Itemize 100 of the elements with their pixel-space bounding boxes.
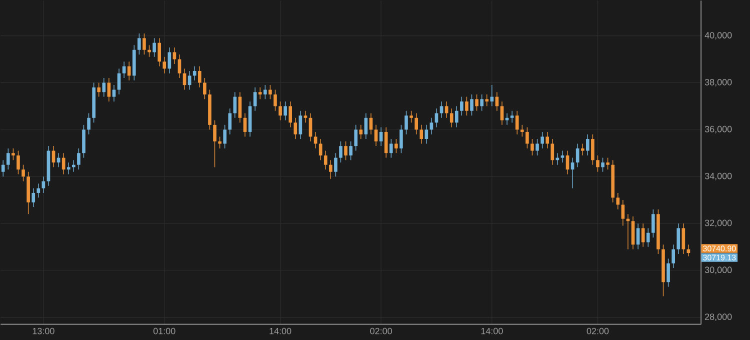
candlestick: [434, 108, 438, 128]
candlestick: [344, 140, 348, 160]
candlestick: [526, 126, 529, 149]
candlestick: [218, 136, 222, 149]
candlestick: [652, 208, 655, 238]
candlestick: [158, 38, 161, 66]
y-tick-label: 38,000: [704, 78, 732, 86]
candlestick: [414, 112, 418, 135]
candlestick: [339, 140, 342, 163]
candlestick: [142, 32, 146, 55]
candlestick: [36, 183, 40, 198]
candlestick: [1, 160, 5, 177]
candlestick: [606, 157, 610, 170]
y-tick-label: 34,000: [704, 172, 732, 180]
candlestick: [379, 126, 383, 146]
candlestick: [601, 157, 604, 172]
candlestick: [192, 66, 196, 81]
candlestick: [394, 138, 398, 154]
candlestick: [389, 138, 393, 158]
x-tick-label: 02:00: [586, 328, 609, 334]
candlestick: [616, 192, 620, 210]
candlestick: [66, 162, 70, 174]
candlestick: [62, 152, 66, 174]
candlestick: [520, 124, 524, 137]
candlestick: [354, 124, 358, 151]
candlestick: [77, 148, 80, 170]
x-tick-label: 14:00: [270, 328, 292, 334]
candlestick: [168, 47, 172, 74]
candlestick: [263, 84, 267, 100]
candlestick: [304, 110, 308, 123]
candlestick: [107, 78, 111, 102]
candlestick: [672, 244, 675, 268]
candlestick: [178, 54, 182, 78]
candlestick: [223, 124, 227, 149]
candlestick: [6, 148, 10, 170]
candlestick: [152, 38, 156, 58]
candlestick: [404, 110, 408, 135]
candlestick: [596, 154, 600, 172]
candlestick: [359, 124, 363, 140]
candlestick: [586, 134, 590, 156]
candlestick: [465, 96, 468, 116]
candlestick: [72, 160, 76, 172]
y-tick-label: 40,000: [704, 32, 732, 40]
candlestick: [238, 92, 242, 123]
candlestick: [138, 32, 141, 55]
candlestick: [203, 78, 206, 100]
candlestick: [213, 120, 216, 168]
candlestick: [454, 106, 458, 128]
candlestick: [636, 222, 640, 250]
candlestick: [294, 117, 298, 140]
candlestick: [631, 216, 635, 250]
x-tick-label: 14:00: [481, 328, 503, 334]
candlestick: [646, 228, 650, 248]
candlestick: [52, 146, 56, 168]
y-tick-label: 30,000: [704, 266, 732, 274]
candlestick: [374, 124, 378, 146]
candlestick: [460, 96, 464, 116]
candlestick: [253, 86, 257, 112]
candlestick: [288, 100, 292, 128]
y-tick-label: 28,000: [705, 313, 732, 321]
candlestick: [576, 143, 580, 168]
candlestick: [274, 89, 277, 112]
candlestick: [12, 148, 15, 160]
candlestick: [318, 138, 322, 160]
candlestick: [540, 131, 544, 149]
candlestick: [22, 164, 25, 182]
candlestick: [349, 140, 352, 160]
candlestick: [82, 124, 86, 158]
candlestick: [500, 100, 504, 126]
candlestick: [42, 176, 46, 194]
candlestick: [530, 138, 534, 156]
candlestick: [410, 110, 413, 123]
candlestick: [188, 70, 192, 90]
candlestick: [87, 112, 90, 135]
candlestick: [580, 143, 584, 156]
candlestick: [641, 222, 645, 248]
candlestick: [16, 150, 20, 174]
y-tick-label: 32,000: [704, 220, 732, 228]
candlestick: [268, 84, 272, 100]
candlestick: [550, 138, 554, 166]
candlestick: [32, 188, 36, 208]
candlestick: [228, 108, 232, 135]
candlestick: [298, 110, 302, 140]
candlestick: [102, 78, 106, 97]
x-tick-label: 13:00: [32, 328, 54, 334]
candlestick: [258, 86, 262, 100]
candlestick: [485, 94, 489, 106]
candlestick: [364, 112, 368, 140]
candlestick: [682, 222, 686, 254]
candlestick: [591, 134, 594, 166]
candlestick: [127, 61, 131, 81]
candlestick: [475, 94, 478, 112]
candlestick: [97, 82, 101, 97]
candlestick: [162, 56, 166, 74]
candlestick: [284, 100, 287, 120]
candlestick: [148, 44, 151, 58]
candlestick: [112, 84, 116, 102]
candlestick: [243, 112, 247, 137]
candlestick: [400, 124, 403, 154]
candlestick: [546, 131, 550, 149]
